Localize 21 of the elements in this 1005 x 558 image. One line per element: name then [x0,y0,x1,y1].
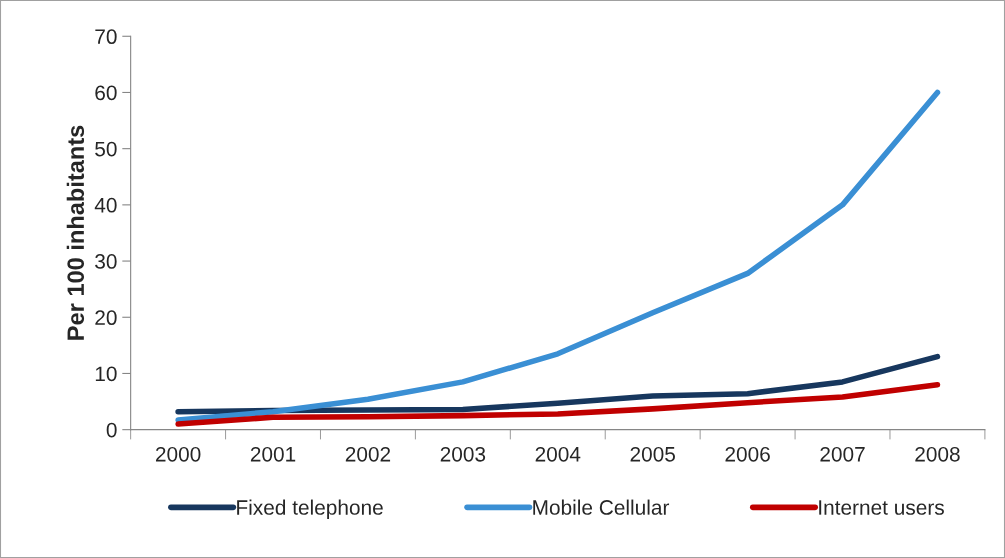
x-tick-label: 2007 [820,446,865,462]
y-axis-title: Per 100 inhabitants [66,125,85,340]
y-tick-label: 10 [95,366,117,382]
y-tick-label: 20 [95,310,117,326]
legend-label: Fixed telephone [237,499,383,519]
x-tick-label: 2006 [725,446,770,462]
legend-label: Internet users [819,500,944,515]
y-tick-label: 60 [95,85,117,101]
legend-label: Mobile Cellular [533,499,670,515]
y-tick-label: 70 [95,29,117,45]
x-tick-label: 2005 [630,446,675,462]
x-tick-label: 2001 [250,446,296,462]
x-tick-label: 2003 [440,446,486,462]
x-tick-label: 2000 [155,446,201,462]
y-tick-label: 50 [95,141,117,157]
y-tick-label: 30 [95,254,117,269]
y-tick-label: 40 [94,197,117,213]
x-tick-label: 2008 [915,446,960,462]
y-tick-label: 0 [106,422,117,438]
x-tick-label: 2002 [345,446,391,462]
x-tick-label: 2004 [535,446,581,462]
